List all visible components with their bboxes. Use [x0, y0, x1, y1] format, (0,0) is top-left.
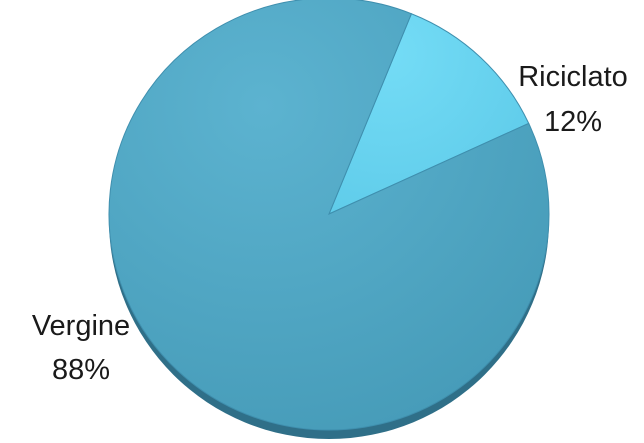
- pie-slice-vergine: [108, 0, 550, 431]
- label-vergine-name: Vergine: [32, 310, 130, 342]
- label-riciclato-name: Riciclato: [518, 61, 628, 93]
- label-riciclato-percent: 12%: [544, 106, 602, 138]
- pie-slices: [108, 0, 550, 431]
- label-vergine-percent: 88%: [52, 354, 110, 386]
- pie-slice-riciclato: [328, 13, 530, 215]
